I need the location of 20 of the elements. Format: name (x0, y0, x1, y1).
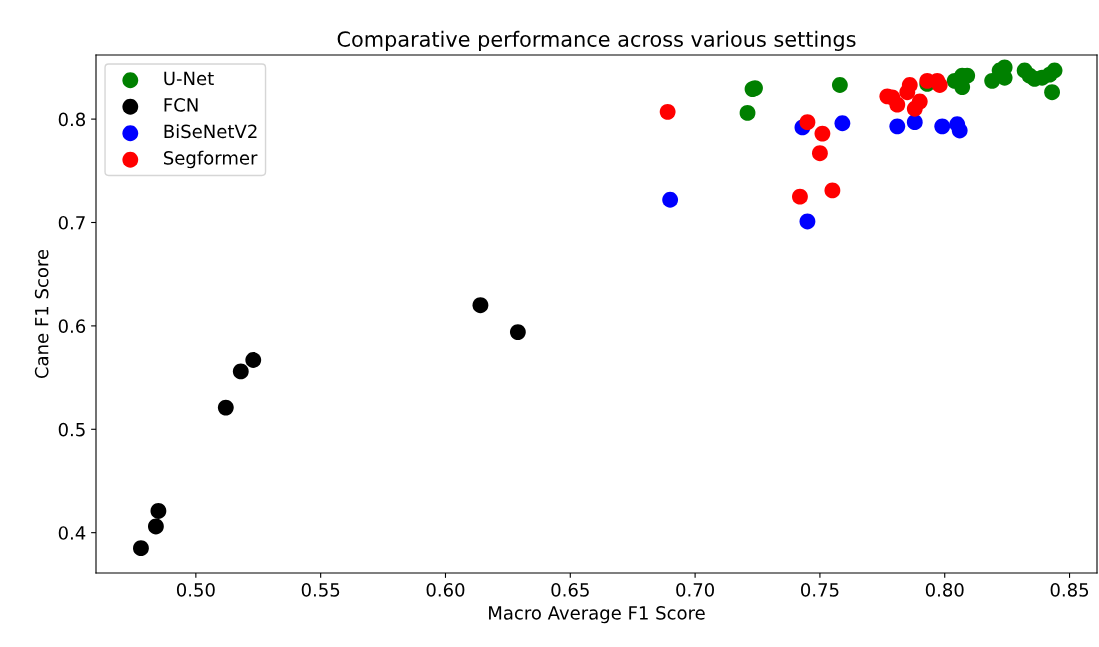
x-tick-label: 0.55 (301, 583, 340, 597)
y-tick-label: 0.4 (58, 526, 86, 540)
y-axis-title: Cane F1 Score (34, 249, 49, 379)
y-tick-label: 0.5 (58, 422, 85, 437)
y-tick-label: 0.8 (58, 112, 86, 127)
legend-label: Segformer (164, 150, 258, 169)
x-tick-label: 0.50 (176, 583, 215, 597)
x-tick-label: 0.85 (1050, 583, 1089, 597)
legend-label: U-Net (164, 71, 214, 86)
x-tick-label: 0.80 (925, 583, 964, 597)
x-tick-label: 0.65 (551, 583, 589, 597)
y-tick-label: 0.6 (58, 319, 86, 334)
x-tick-label: 0.60 (426, 583, 465, 597)
legend-label: BiSeNetV2 (164, 124, 257, 139)
y-tick-label: 0.7 (58, 215, 85, 230)
x-tick-label: 0.75 (801, 583, 839, 597)
legend-label: FCN (164, 98, 198, 112)
x-axis-title: Macro Average F1 Score (489, 606, 705, 624)
x-tick-label: 0.70 (676, 583, 714, 597)
chart-title: Comparative performance across various settings (337, 30, 856, 51)
